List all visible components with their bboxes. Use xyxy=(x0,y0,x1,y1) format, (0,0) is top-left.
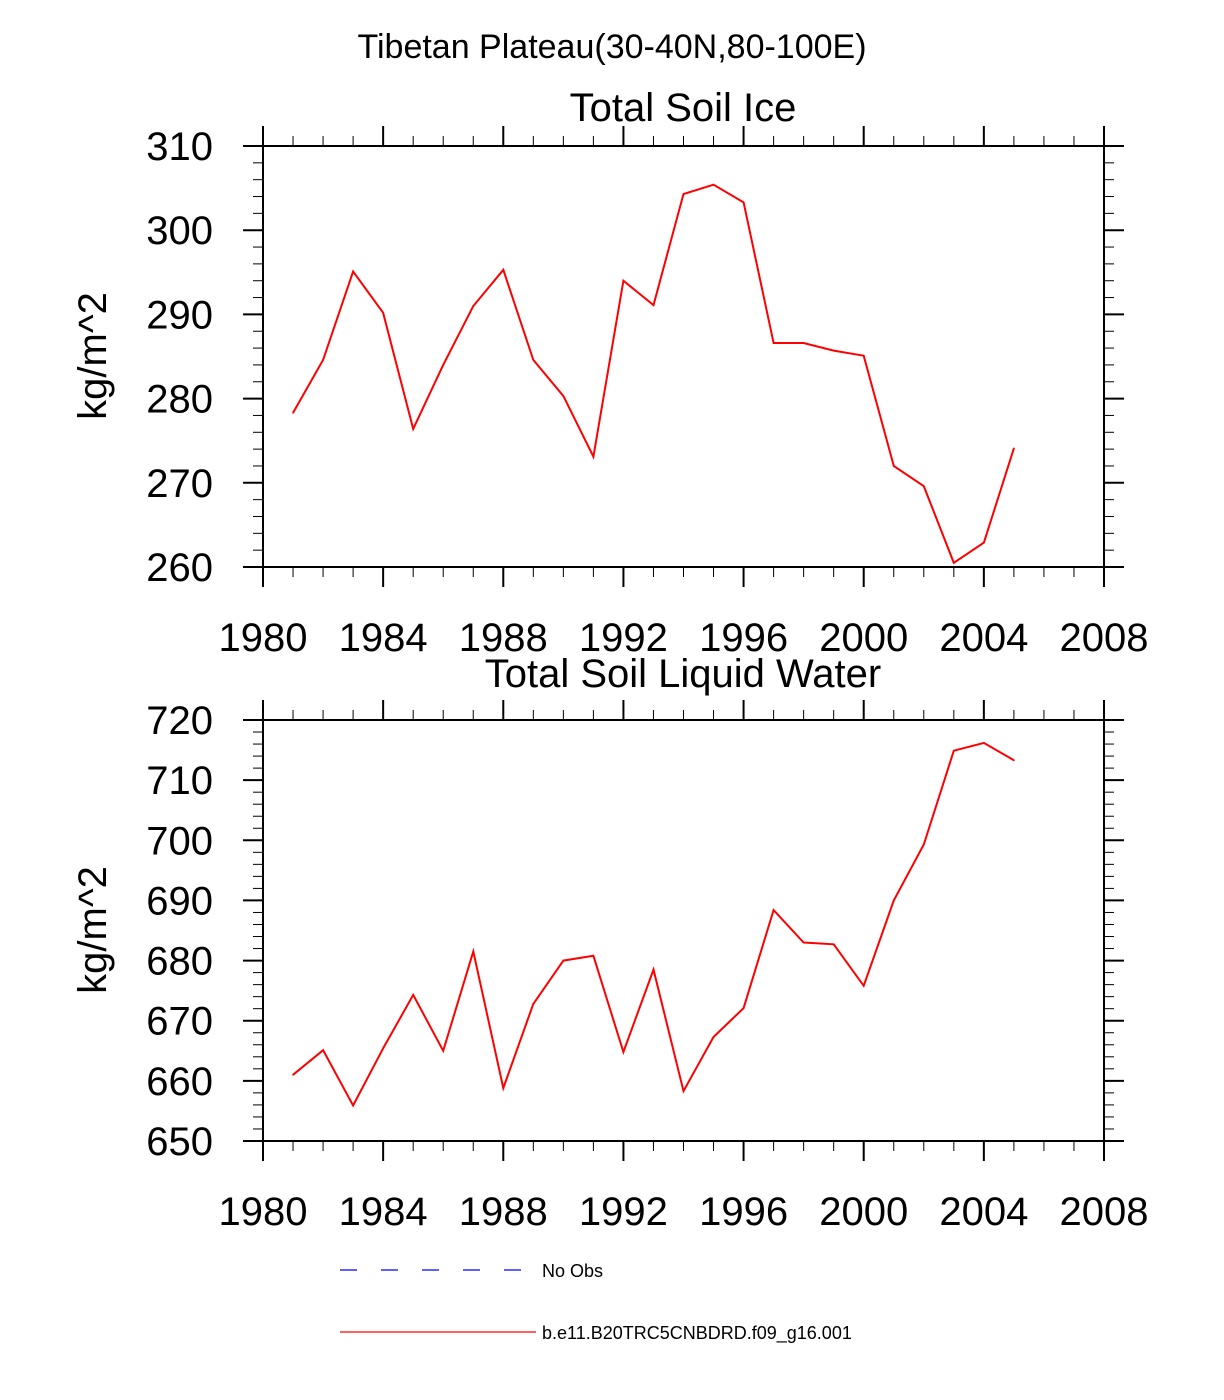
soil-ice-y-tick-label: 310 xyxy=(146,125,213,169)
soil-ice-x-tick-label: 2004 xyxy=(939,616,1028,660)
soil-water-plot-frame xyxy=(262,719,1105,1142)
soil-water-y-tick-label: 650 xyxy=(146,1120,213,1164)
soil-ice-data-point xyxy=(352,270,354,273)
soil-ice-data-point xyxy=(502,268,505,271)
soil-ice-x-tick-label: 1984 xyxy=(339,616,428,660)
soil-ice-panel: Total Soil Ice kg/m^2 1980 1984 1988 1992 19… xyxy=(71,86,1148,660)
soil-ice-data-point xyxy=(652,304,655,306)
soil-ice-plot-area: 1980 1984 1988 1992 1996 2000 2004 2008 260 270 28… xyxy=(146,125,1148,660)
soil-water-y-tick-label: 700 xyxy=(146,819,213,863)
legend: No Obs b.e11.B20TRC5CNBDRD.f09_g16.001 xyxy=(340,1261,852,1344)
soil-water-y-tick-label: 670 xyxy=(146,1000,213,1044)
soil-water-data-point xyxy=(442,1049,445,1052)
soil-water-x-tick-label: 1992 xyxy=(579,1190,668,1234)
soil-water-x-tick-label: 2008 xyxy=(1060,1190,1149,1234)
soil-ice-data-point xyxy=(832,349,835,352)
soil-ice-title: Total Soil Ice xyxy=(570,86,797,130)
soil-water-y-tick-label: 710 xyxy=(146,759,213,803)
soil-water-data-point xyxy=(922,843,925,846)
soil-ice-data-point xyxy=(802,342,805,344)
soil-water-data-point xyxy=(592,954,595,957)
soil-ice-data-point xyxy=(412,428,414,430)
soil-ice-x-tick-label: 1992 xyxy=(579,616,668,660)
soil-water-y-tick-label: 690 xyxy=(146,879,213,923)
soil-ice-x-tick-label: 1980 xyxy=(219,616,308,660)
figure-title: Tibetan Plateau(30-40N,80-100E) xyxy=(357,28,866,66)
soil-water-data-point xyxy=(652,968,655,971)
soil-water-title: Total Soil Liquid Water xyxy=(485,652,881,696)
soil-water-data-point xyxy=(682,1090,685,1092)
soil-water-x-tick-label: 2000 xyxy=(819,1190,908,1234)
soil-water-data-point xyxy=(953,749,955,752)
soil-water-panel: Total Soil Liquid Water kg/m^2 1980 1984 1… xyxy=(71,652,1148,1234)
soil-ice-y-tick-label: 300 xyxy=(146,209,213,253)
soil-water-data-point xyxy=(622,1051,625,1053)
soil-ice-x-tick-label: 1988 xyxy=(459,616,548,660)
soil-ice-x-tick-label: 1996 xyxy=(699,616,788,660)
soil-water-data-point xyxy=(412,994,414,996)
soil-water-y-tick-label: 680 xyxy=(146,940,213,984)
soil-water-x-tick-label: 1980 xyxy=(219,1190,308,1234)
soil-water-data-point xyxy=(772,909,775,911)
soil-water-data-point xyxy=(983,742,985,744)
soil-water-x-tick-label: 1984 xyxy=(339,1190,428,1234)
soil-water-x-tick-label: 1988 xyxy=(459,1190,548,1234)
soil-water-plot-area: 1980 1984 1988 1992 1996 2000 2004 2008 650 660 67… xyxy=(146,699,1148,1234)
soil-ice-data-point xyxy=(922,485,925,487)
soil-ice-data-point xyxy=(442,364,445,366)
soil-ice-y-tick-label: 260 xyxy=(146,546,213,590)
soil-water-x-tick-label: 1996 xyxy=(699,1190,788,1234)
soil-ice-x-tick-label: 2000 xyxy=(819,616,908,660)
soil-ice-series-line xyxy=(292,183,1015,565)
soil-ice-data-point xyxy=(472,305,475,307)
soil-ice-y-tick-label: 280 xyxy=(146,378,213,422)
soil-water-data-point xyxy=(292,1074,294,1076)
soil-ice-data-point xyxy=(1013,447,1015,450)
soil-ice-data-point xyxy=(892,465,895,467)
soil-ice-data-point xyxy=(983,541,985,544)
soil-water-data-point xyxy=(502,1087,505,1089)
soil-water-data-point xyxy=(802,941,805,944)
soil-ice-data-point xyxy=(562,395,565,397)
soil-water-data-point xyxy=(1013,759,1015,762)
soil-ice-data-point xyxy=(712,183,715,186)
soil-ice-data-point xyxy=(592,455,595,458)
soil-ice-data-point xyxy=(292,412,294,414)
soil-ice-y-tick-label: 290 xyxy=(146,293,213,337)
soil-water-data-point xyxy=(562,959,565,962)
soil-water-data-point xyxy=(472,950,475,953)
soil-ice-data-point xyxy=(382,311,384,314)
soil-water-y-axis-label: kg/m^2 xyxy=(71,866,115,994)
soil-ice-data-point xyxy=(682,193,685,195)
soil-water-data-point xyxy=(832,943,835,946)
soil-ice-data-point xyxy=(322,359,324,361)
soil-ice-y-tick-label: 270 xyxy=(146,462,213,506)
soil-water-y-tick-label: 660 xyxy=(146,1060,213,1104)
soil-ice-data-point xyxy=(953,561,955,564)
soil-ice-x-tick-label: 2008 xyxy=(1060,616,1149,660)
soil-ice-data-point xyxy=(772,342,775,344)
soil-water-y-tick-label: 720 xyxy=(146,699,213,743)
soil-ice-data-point xyxy=(622,279,625,282)
soil-water-data-point xyxy=(712,1036,715,1038)
soil-water-x-tick-label: 2004 xyxy=(939,1190,1028,1234)
soil-water-data-point xyxy=(352,1104,354,1107)
soil-water-data-point xyxy=(382,1047,384,1050)
legend-no-obs-label: No Obs xyxy=(542,1261,603,1281)
soil-ice-data-point xyxy=(742,201,745,204)
soil-ice-data-point xyxy=(532,359,535,361)
soil-water-series-line xyxy=(292,741,1015,1108)
soil-water-data-point xyxy=(892,899,895,902)
soil-water-data-point xyxy=(532,1003,535,1005)
soil-ice-plot-frame xyxy=(262,145,1105,568)
soil-ice-data-point xyxy=(862,354,865,357)
soil-water-data-point xyxy=(862,985,865,987)
soil-water-data-point xyxy=(322,1049,324,1051)
legend-model-label: b.e11.B20TRC5CNBDRD.f09_g16.001 xyxy=(542,1323,852,1344)
soil-water-data-point xyxy=(742,1007,745,1009)
soil-ice-y-axis-label: kg/m^2 xyxy=(71,292,115,420)
